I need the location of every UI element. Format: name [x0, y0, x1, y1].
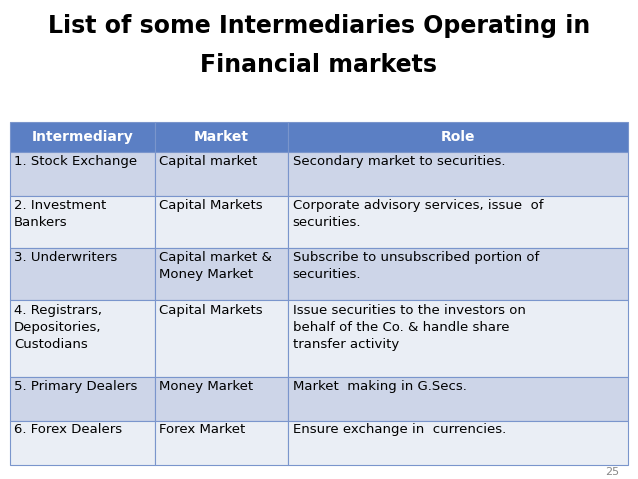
- Text: Market: Market: [194, 130, 249, 144]
- Text: Corporate advisory services, issue  of
securities.: Corporate advisory services, issue of se…: [292, 199, 543, 228]
- Bar: [155, 152, 288, 196]
- Bar: [288, 122, 628, 152]
- Text: Secondary market to securities.: Secondary market to securities.: [292, 155, 505, 168]
- Text: 6. Forex Dealers: 6. Forex Dealers: [14, 423, 122, 436]
- Text: Financial markets: Financial markets: [200, 53, 438, 77]
- Bar: [288, 421, 628, 465]
- Text: 2. Investment
Bankers: 2. Investment Bankers: [14, 199, 107, 228]
- Text: 25: 25: [605, 467, 619, 477]
- Bar: [10, 421, 155, 465]
- Text: 4. Registrars,
Depositories,
Custodians: 4. Registrars, Depositories, Custodians: [14, 304, 102, 351]
- Bar: [10, 196, 155, 248]
- Text: 1. Stock Exchange: 1. Stock Exchange: [14, 155, 137, 168]
- Bar: [155, 300, 288, 377]
- Bar: [10, 152, 155, 196]
- Bar: [155, 421, 288, 465]
- Bar: [10, 122, 155, 152]
- Text: Capital Markets: Capital Markets: [160, 304, 263, 317]
- Text: Subscribe to unsubscribed portion of
securities.: Subscribe to unsubscribed portion of sec…: [292, 251, 538, 281]
- Text: 3. Underwriters: 3. Underwriters: [14, 251, 117, 263]
- Text: Capital market &
Money Market: Capital market & Money Market: [160, 251, 272, 281]
- Text: Role: Role: [441, 130, 475, 144]
- Text: Capital market: Capital market: [160, 155, 258, 168]
- Text: Intermediary: Intermediary: [31, 130, 133, 144]
- Bar: [155, 122, 288, 152]
- Bar: [288, 152, 628, 196]
- Text: Capital Markets: Capital Markets: [160, 199, 263, 212]
- Bar: [288, 248, 628, 300]
- Bar: [10, 300, 155, 377]
- Text: Market  making in G.Secs.: Market making in G.Secs.: [292, 379, 466, 392]
- Text: Money Market: Money Market: [160, 379, 253, 392]
- Bar: [288, 377, 628, 421]
- Bar: [155, 196, 288, 248]
- Bar: [288, 300, 628, 377]
- Bar: [155, 248, 288, 300]
- Text: Ensure exchange in  currencies.: Ensure exchange in currencies.: [292, 423, 506, 436]
- Text: Issue securities to the investors on
behalf of the Co. & handle share
transfer a: Issue securities to the investors on beh…: [292, 304, 526, 351]
- Bar: [155, 377, 288, 421]
- Bar: [10, 377, 155, 421]
- Bar: [288, 196, 628, 248]
- Text: Forex Market: Forex Market: [160, 423, 246, 436]
- Text: List of some Intermediaries Operating in: List of some Intermediaries Operating in: [48, 14, 590, 38]
- Bar: [10, 248, 155, 300]
- Text: 5. Primary Dealers: 5. Primary Dealers: [14, 379, 137, 392]
